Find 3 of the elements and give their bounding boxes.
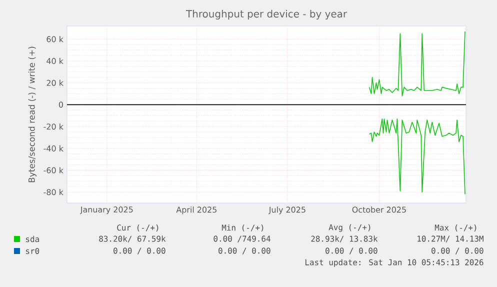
chart-title: Throughput per device - by year bbox=[186, 10, 348, 20]
line-series bbox=[368, 118, 466, 195]
y-axis-title: Bytes/second read (-) / write (+) bbox=[28, 46, 36, 182]
